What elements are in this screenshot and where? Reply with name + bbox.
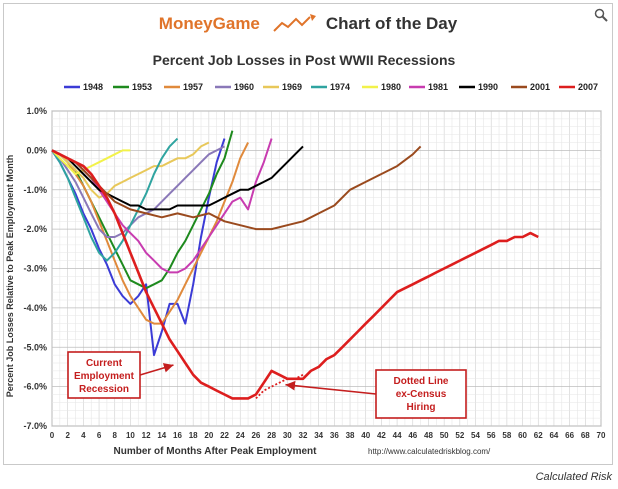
y-tick-label: 1.0% [26,106,47,116]
legend-label-1953: 1953 [132,82,152,92]
x-tick-label: 52 [455,431,464,440]
x-tick-label: 40 [361,431,370,440]
annotation-arrow [285,380,377,395]
banner: MoneyGame Chart of the Day [4,4,612,44]
x-tick-label: 58 [502,431,511,440]
series-line-1957 [51,142,249,325]
x-tick-label: 2 [65,431,70,440]
x-tick-label: 0 [50,431,55,440]
y-tick-label: -5.0% [23,342,47,352]
legend-label-1980: 1980 [381,82,401,92]
x-tick-label: 62 [534,431,543,440]
x-tick-label: 18 [189,431,198,440]
x-tick-label: 42 [377,431,386,440]
y-tick-label: -7.0% [23,421,47,431]
x-tick-label: 30 [283,431,292,440]
source-url: http://www.calculatedriskblog.com/ [368,447,491,456]
x-tick-label: 60 [518,431,527,440]
x-tick-label: 4 [81,431,86,440]
x-tick-label: 54 [471,431,480,440]
annotation-text: ex-Census [396,389,447,400]
chart: Percent Job Losses in Post WWII Recessio… [5,52,606,457]
chart-frame: MoneyGame Chart of the Day Percent Job L… [3,3,613,465]
y-axis-label: Percent Job Losses Relative to Peak Empl… [5,155,15,398]
series-line-1980 [51,149,131,175]
x-tick-label: 20 [204,431,213,440]
series-line-1990 [51,145,304,211]
zoom-icon[interactable] [594,8,608,22]
x-tick-label: 10 [126,431,135,440]
x-tick-label: 8 [113,431,118,440]
x-tick-label: 50 [440,431,449,440]
series-line-ex-census [255,373,304,400]
x-tick-label: 56 [487,431,496,440]
chart-of-the-day-label: Chart of the Day [325,14,458,33]
y-tick-label: -1.0% [23,185,47,195]
x-tick-label: 12 [142,431,151,440]
y-tick-label: -4.0% [23,303,47,313]
x-tick-label: 22 [220,431,229,440]
legend-label-1960: 1960 [234,82,254,92]
legend-label-1957: 1957 [183,82,203,92]
x-tick-label: 24 [236,431,245,440]
series-line-1948 [51,138,226,357]
annotation-box [375,369,467,419]
legend-label-1974: 1974 [330,82,350,92]
brand-logo: MoneyGame [158,14,260,33]
x-tick-label: 6 [97,431,102,440]
x-tick-label: 28 [267,431,276,440]
x-tick-label: 38 [346,431,355,440]
x-tick-label: 14 [157,431,166,440]
x-tick-label: 32 [299,431,308,440]
annotation-text: Recession [79,384,129,395]
annotation-text: Hiring [407,402,436,413]
legend-label-1990: 1990 [478,82,498,92]
legend-label-1948: 1948 [83,82,103,92]
annotation-arrow [139,363,174,376]
x-tick-label: 16 [173,431,182,440]
y-tick-label: -3.0% [23,264,47,274]
credit: Calculated Risk [535,471,612,483]
y-tick-label: -6.0% [23,382,47,392]
series-line-2001 [51,145,422,231]
series-line-1974 [51,137,179,262]
annotation-box [67,351,141,399]
annotation-text: Employment [74,371,135,382]
x-tick-label: 48 [424,431,433,440]
x-tick-label: 70 [597,431,606,440]
annotation-text: Dotted Line [394,376,449,387]
legend-label-1969: 1969 [282,82,302,92]
x-tick-label: 26 [251,431,260,440]
y-tick-label: -2.0% [23,224,47,234]
legend-label-2001: 2001 [530,82,550,92]
trend-arrow-icon [273,14,316,32]
plot-area: 1.0% 0.0% -1.0% -2.0% -3.0% -4.0% -5.0% -6.0% -7… [23,106,606,440]
legend-label-2007: 2007 [578,82,598,92]
x-tick-label: 64 [549,431,558,440]
x-axis-label: Number of Months After Peak Employment [114,446,318,457]
x-tick-label: 36 [330,431,339,440]
series-line-1960 [51,145,225,238]
x-tick-label: 34 [314,431,323,440]
legend-label-1981: 1981 [428,82,448,92]
annotation-text: Current [86,358,123,369]
legend: 1948 1953 1957 1960 1969 1974 1980 1981 1990 2001… [64,82,598,92]
y-tick-label: 0.0% [26,145,47,155]
x-tick-label: 68 [581,431,590,440]
x-tick-label: 46 [408,431,417,440]
x-tick-label: 66 [565,431,574,440]
x-tick-label: 44 [393,431,402,440]
chart-title: Percent Job Losses in Post WWII Recessio… [153,52,456,68]
